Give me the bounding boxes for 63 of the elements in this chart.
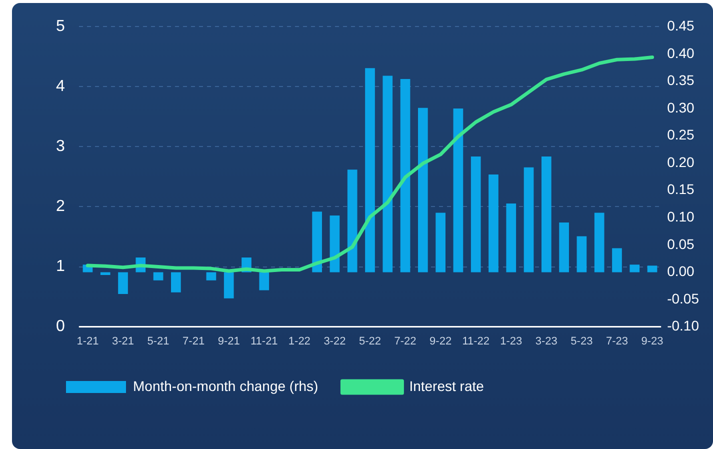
x-tick-label: 9-22 (430, 335, 452, 348)
bar (488, 174, 498, 272)
bar (418, 108, 428, 272)
bar (224, 272, 234, 298)
x-tick-label: 1-23 (500, 335, 522, 348)
legend-label: Month-on-month change (rhs) (133, 378, 318, 394)
bar (470, 156, 481, 272)
x-tick-label: 7-22 (394, 335, 416, 348)
x-tick-label: 11-21 (250, 335, 278, 348)
bar (594, 212, 604, 272)
bar (630, 264, 640, 272)
bar (436, 212, 446, 272)
y2-tick-label: 0.35 (667, 72, 695, 88)
y2-tick-label: 0.05 (667, 236, 695, 252)
y2-tick-label: 0.10 (667, 208, 695, 224)
y-tick-label: 5 (56, 18, 65, 36)
y-tick-label: 2 (56, 198, 65, 216)
y-tick-label: 3 (56, 138, 65, 156)
bar (400, 79, 410, 272)
bar (118, 272, 128, 294)
x-tick-label: 3-23 (535, 335, 558, 348)
bar (453, 108, 464, 272)
x-tick-label: 1-21 (76, 335, 99, 348)
bar (506, 203, 516, 272)
bar (647, 266, 658, 272)
y-tick-label: 4 (56, 78, 65, 96)
bar (259, 272, 270, 290)
x-tick-label: 7-23 (606, 335, 628, 348)
y2-tick-label: 0.40 (667, 44, 695, 61)
bar (365, 68, 375, 272)
bar (612, 248, 622, 272)
x-tick-label: 3-21 (112, 335, 134, 348)
x-tick-label: 3-22 (324, 335, 346, 348)
y2-tick-label: 0.45 (667, 17, 695, 34)
bar (524, 167, 534, 272)
x-tick-label: 1-22 (288, 335, 310, 348)
y2-tick-label: 0.20 (667, 154, 695, 170)
y-tick-label: 1 (56, 258, 65, 276)
y2-tick-label: -0.10 (667, 318, 700, 334)
y2-tick-label: 0.30 (667, 99, 695, 116)
y2-tick-label: -0.05 (667, 290, 700, 306)
bar (312, 212, 322, 272)
bar (559, 222, 569, 272)
x-tick-label: 5-23 (570, 335, 593, 348)
bar (171, 272, 181, 292)
bar (382, 76, 393, 272)
bar (100, 272, 110, 275)
x-tick-label: 9-21 (218, 335, 240, 348)
bar (576, 236, 587, 272)
legend-label: Interest rate (409, 378, 484, 394)
bar (153, 272, 164, 280)
bar (206, 272, 216, 280)
bar (347, 170, 358, 272)
x-tick-label: 11-22 (462, 335, 490, 348)
x-tick-label: 5-22 (358, 335, 382, 348)
x-tick-label: 5-21 (147, 335, 170, 348)
y2-tick-label: 0.15 (667, 181, 695, 198)
bar (541, 156, 552, 272)
x-tick-label: 9-23 (641, 335, 664, 348)
x-tick-label: 7-21 (182, 335, 205, 348)
y2-tick-label: 0.00 (667, 263, 695, 280)
y2-tick-label: 0.25 (667, 126, 695, 143)
y-tick-label: 0 (56, 318, 65, 336)
